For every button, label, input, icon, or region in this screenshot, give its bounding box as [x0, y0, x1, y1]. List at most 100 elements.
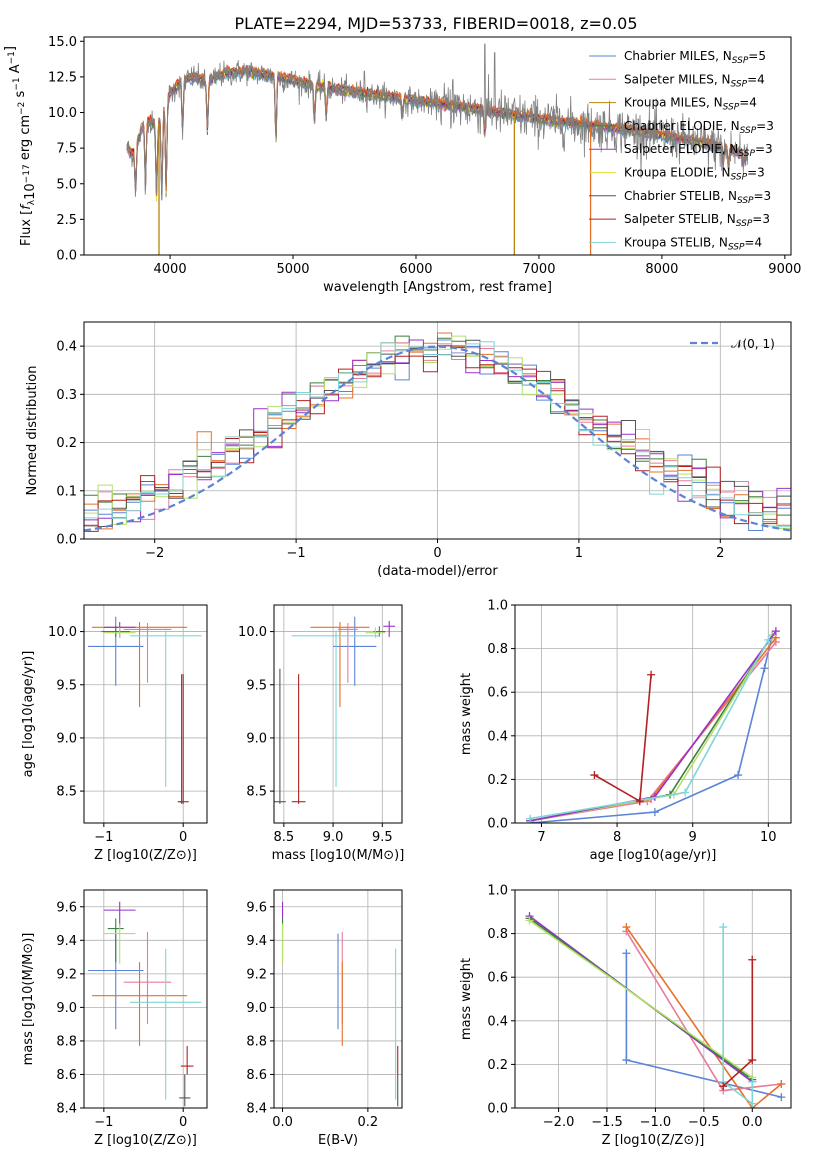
mass-weight-line	[529, 639, 770, 820]
legend-label-sub: SSP	[732, 56, 749, 66]
y-tick-label: 0.4	[487, 729, 508, 744]
panel-massweight-vs-Z: −2.0 −1.5 −1.0 −0.5 0.0 0.0 0.2 0.4 0.6 0.8 1.0 Z […	[459, 884, 792, 1148]
y-tick-label: 0.4	[56, 340, 77, 355]
x-tick-label: 8	[613, 830, 621, 845]
y-tick-label: 0.0	[487, 817, 508, 832]
mass-weight-marker	[622, 1056, 631, 1065]
mass-weight-marker	[622, 923, 631, 932]
y-tick-label: 9.5	[246, 678, 267, 693]
legend-label: Kroupa MILES, NSSP=4	[624, 96, 757, 113]
mass-weight-line	[529, 630, 777, 822]
y-tick-label: 0.6	[487, 971, 508, 986]
legend-label-text: Salpeter STELIB, N	[624, 212, 736, 226]
x-tick-label: 0.0	[272, 1115, 293, 1130]
mass-weight-marker	[748, 955, 757, 964]
legend-label-suffix: =3	[756, 119, 774, 133]
plot-area	[84, 332, 791, 539]
legend-label-sub: SSP	[728, 242, 745, 252]
x-tick-label: 10	[760, 830, 777, 845]
y-tick-label: 5.0	[56, 177, 77, 192]
x-axis-label: Z [log10(Z/Z⊙)]	[94, 1133, 197, 1148]
y-tick-label: 0.3	[56, 388, 77, 403]
y-tick-label: 7.5	[56, 142, 77, 157]
y-tick-label: 0.0	[56, 533, 77, 548]
normal-curve	[84, 345, 791, 532]
y-tick-label: 8.6	[246, 1068, 267, 1083]
panel-mass-vs-ebv: 0.0 0.2 8.4 8.6 8.8 9.0 9.2 9.4 9.6 E(B-V)	[246, 889, 403, 1148]
mass-weight-marker	[748, 1077, 757, 1086]
y-tick-label: 1.0	[487, 884, 508, 899]
mass-weight-marker	[647, 670, 656, 679]
x-tick-label: 0	[433, 546, 441, 561]
x-tick-label: 8.5	[274, 830, 295, 845]
y-tick-label: 0.0	[56, 249, 77, 264]
x-tick-label: −2.0	[543, 1115, 575, 1130]
y-tick-label: 10.0	[238, 625, 267, 640]
x-axis-label: Z [log10(Z/Z⊙)]	[602, 1133, 705, 1148]
legend-label-suffix: =4	[747, 72, 765, 86]
y-tick-label: 9.0	[246, 1001, 267, 1016]
mass-weight-line	[530, 635, 773, 823]
mass-weight-marker	[525, 916, 534, 925]
legend-label: 𝒩(0, 1)	[731, 337, 775, 351]
y-tick-label: 9.4	[246, 934, 267, 949]
y-axis-label: mass [log10(M/M⊙)]	[21, 933, 36, 1066]
x-axis-label: Z [log10(Z/Z⊙)]	[94, 848, 197, 863]
y-axis-label-part: −1	[12, 77, 22, 90]
legend-label: Kroupa STELIB, NSSP=4	[624, 235, 762, 252]
y-tick-label: 0.4	[487, 1014, 508, 1029]
y-axis-label-part: ]	[3, 46, 18, 51]
x-tick-label: 2	[716, 546, 724, 561]
legend-label: Kroupa ELODIE, NSSP=3	[624, 166, 765, 183]
legend-label-suffix: =3	[752, 212, 770, 226]
mass-weight-marker	[635, 797, 644, 806]
x-tick-label: −1	[287, 546, 306, 561]
plot-area	[525, 912, 786, 1108]
mass-weight-marker	[719, 1082, 728, 1091]
panel-residuals: −2 −1 0 1 2 0.0 0.1 0.2 0.3 0.4 (data-model)/error…	[25, 321, 792, 579]
data-spectrum-line	[126, 43, 749, 200]
axes-frame	[83, 889, 208, 1109]
y-tick-label: 8.8	[56, 1034, 77, 1049]
mass-weight-marker	[719, 923, 728, 932]
residual-histogram	[84, 341, 791, 539]
legend-label: Salpeter MILES, NSSP=4	[624, 72, 765, 89]
legend-label-sub: SSP	[736, 219, 753, 229]
x-tick-label: 9000	[768, 262, 801, 277]
axes-frame	[83, 36, 792, 256]
y-axis-label-part: Flux [	[19, 210, 34, 246]
legend-label-text: Chabrier ELODIE, N	[624, 119, 740, 133]
y-axis-label-part: −17	[22, 164, 32, 183]
x-tick-label: 7000	[522, 262, 555, 277]
y-tick-label: 8.8	[246, 1034, 267, 1049]
y-tick-label: 0.0	[487, 1102, 508, 1117]
mass-weight-line	[529, 641, 777, 822]
y-axis-label-part: −1	[7, 51, 17, 64]
y-axis-label: mass weight	[459, 958, 474, 1040]
x-tick-label: −2	[145, 546, 164, 561]
x-tick-label: −1	[94, 830, 113, 845]
legend-label-sub: SSP	[737, 196, 754, 206]
x-tick-label: −1	[94, 1115, 113, 1130]
plot-area	[526, 627, 780, 823]
y-axis-label-part: erg cm	[18, 115, 33, 164]
legend-label-suffix: =3	[747, 166, 765, 180]
y-tick-label: 9.2	[56, 967, 77, 982]
y-axis-label: mass weight	[459, 673, 474, 755]
x-tick-label: 0	[179, 830, 187, 845]
panel-mass-vs-Z: −1 0 8.4 8.6 8.8 9.0 9.2 9.4 9.6 Z [log10(Z/Z⊙)] m…	[21, 889, 208, 1148]
mass-weight-marker	[734, 771, 743, 780]
legend-label-sub: SSP	[723, 103, 740, 113]
legend-label-sub: SSP	[731, 173, 748, 183]
x-axis-label: E(B-V)	[318, 1133, 358, 1148]
axes-frame	[514, 604, 792, 824]
y-tick-label: 0.2	[56, 436, 77, 451]
x-tick-label: 5000	[276, 262, 309, 277]
y-tick-label: 15.0	[48, 35, 77, 50]
legend-label-text: Kroupa STELIB, N	[624, 235, 728, 249]
plot-area	[87, 616, 202, 804]
y-tick-label: 0.6	[487, 686, 508, 701]
legend-label-suffix: =3	[755, 142, 773, 156]
x-tick-label: 0	[179, 1115, 187, 1130]
